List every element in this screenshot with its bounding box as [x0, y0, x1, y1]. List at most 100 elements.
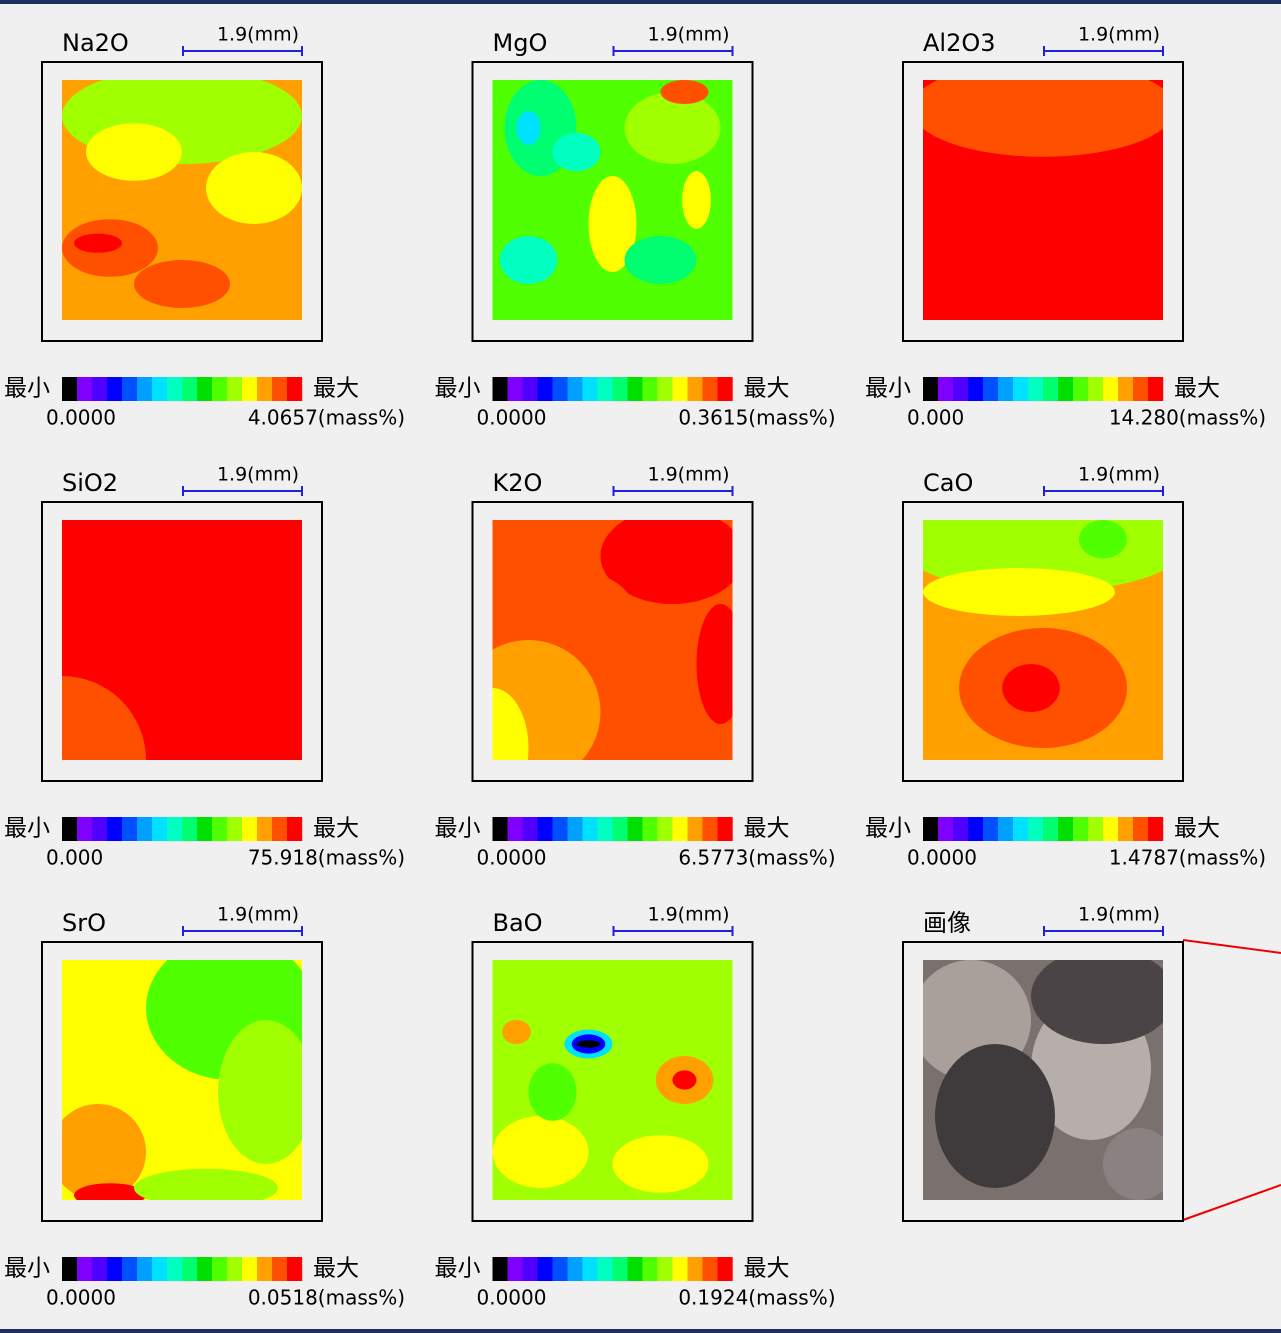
map-region — [206, 152, 302, 224]
colorbar-step — [983, 817, 998, 841]
map — [50, 936, 314, 1207]
colorbar-step — [167, 817, 182, 841]
colorbar-step — [568, 817, 583, 841]
colorbar-step — [658, 377, 673, 401]
colorbar-step — [493, 377, 508, 401]
colorbar-step — [197, 377, 212, 401]
colorbar-step — [1118, 377, 1133, 401]
colorbar-step — [137, 1257, 152, 1281]
colorbar-step — [242, 817, 257, 841]
min-label: 最小 — [435, 376, 481, 402]
map — [457, 508, 745, 808]
max-value: 0.3615(mass%) — [678, 406, 835, 430]
panel-title: Na2O — [62, 29, 129, 57]
colorbar-step — [287, 817, 302, 841]
colorbar-step — [628, 377, 643, 401]
colorbar-step — [152, 817, 167, 841]
max-label: 最大 — [744, 1256, 790, 1282]
colorbar-step — [643, 377, 658, 401]
min-value: 0.0000 — [46, 406, 116, 430]
map-region — [493, 1116, 589, 1188]
colorbar-step — [77, 377, 92, 401]
colorbar-step — [508, 817, 523, 841]
map-region — [625, 92, 721, 164]
colorbar-step — [197, 817, 212, 841]
colorbar-step — [703, 377, 718, 401]
colorbar-step — [92, 1257, 107, 1281]
map-region — [74, 234, 122, 253]
map-region — [1103, 1128, 1175, 1200]
max-label: 最大 — [744, 376, 790, 402]
colorbar-step — [212, 377, 227, 401]
min-value: 0.000 — [907, 406, 964, 430]
min-value: 0.0000 — [477, 1286, 547, 1310]
colorbar-step — [1013, 377, 1028, 401]
colorbar-step — [212, 1257, 227, 1281]
colorbar-step — [718, 1257, 733, 1281]
max-value: 14.280(mass%) — [1109, 406, 1266, 430]
map-region — [86, 123, 182, 181]
panel-title: MgO — [493, 29, 548, 57]
map-region — [517, 111, 541, 145]
colorbar-step — [182, 1257, 197, 1281]
scale-label: 1.9(mm) — [1078, 464, 1160, 486]
max-value: 6.5773(mass%) — [678, 846, 835, 870]
map — [493, 80, 733, 320]
map — [911, 61, 1175, 320]
scale-label: 1.9(mm) — [1078, 24, 1160, 46]
colorbar-step — [107, 817, 122, 841]
colorbar-step — [613, 377, 628, 401]
colorbar-step — [227, 817, 242, 841]
max-label: 最大 — [1174, 376, 1220, 402]
map-region — [661, 80, 709, 104]
colorbar-step — [583, 1257, 598, 1281]
map — [899, 496, 1187, 760]
colorbar-step — [998, 377, 1013, 401]
colorbar-step — [287, 377, 302, 401]
colorbar-step — [553, 377, 568, 401]
colorbar-step — [1013, 817, 1028, 841]
scale-label: 1.9(mm) — [1078, 904, 1160, 926]
colorbar-step — [1028, 377, 1043, 401]
colorbar-step — [673, 377, 688, 401]
colorbar-step — [1073, 817, 1088, 841]
colorbar-step — [538, 1257, 553, 1281]
colorbar-step — [703, 817, 718, 841]
colorbar-step — [938, 817, 953, 841]
colorbar-step — [613, 817, 628, 841]
panel-title: SiO2 — [62, 469, 118, 497]
colorbar-step — [718, 377, 733, 401]
colorbar-step — [523, 817, 538, 841]
map-region — [529, 1063, 577, 1121]
colorbar-step — [137, 377, 152, 401]
scale-label: 1.9(mm) — [217, 904, 299, 926]
colorbar-step — [598, 817, 613, 841]
panel-title: SrO — [62, 909, 106, 937]
colorbar-step — [643, 1257, 658, 1281]
panel-title: BaO — [493, 909, 543, 937]
min-value: 0.0000 — [477, 846, 547, 870]
map-region — [613, 1135, 709, 1193]
colorbar-step — [1088, 817, 1103, 841]
colorbar-step — [568, 377, 583, 401]
scale-label: 1.9(mm) — [217, 464, 299, 486]
colorbar-step — [613, 1257, 628, 1281]
colorbar-step — [553, 1257, 568, 1281]
map-region — [457, 688, 529, 808]
colorbar-step — [583, 817, 598, 841]
colorbar-step — [167, 377, 182, 401]
max-value: 75.918(mass%) — [248, 846, 405, 870]
min-value: 0.000 — [46, 846, 103, 870]
scale-label: 1.9(mm) — [647, 464, 729, 486]
colorbar-step — [62, 817, 77, 841]
colorbar-step — [598, 377, 613, 401]
min-label: 最小 — [4, 376, 50, 402]
colorbar-step — [1058, 817, 1073, 841]
colorbar-step — [998, 817, 1013, 841]
colorbar-step — [242, 377, 257, 401]
colorbar-step — [122, 377, 137, 401]
colorbar-step — [152, 1257, 167, 1281]
map-region — [457, 640, 601, 784]
colorbar-step — [272, 817, 287, 841]
colorbar-step — [923, 377, 938, 401]
